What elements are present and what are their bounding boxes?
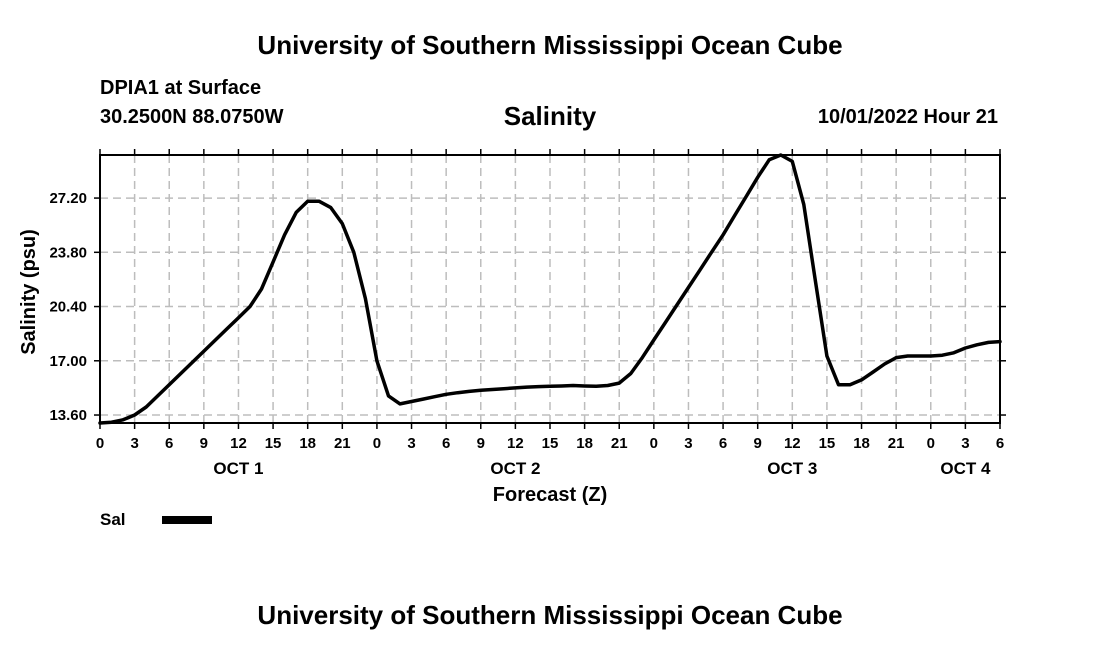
- x-tick-label: 6: [996, 435, 1004, 452]
- forecast-datetime: 10/01/2022 Hour 21: [817, 106, 998, 128]
- series-layer: [98, 153, 1002, 425]
- grid: [100, 155, 1000, 423]
- x-tick-label: 0: [96, 435, 104, 452]
- x-axis-label: Forecast (Z): [493, 484, 607, 506]
- station-coordinates: 30.2500N 88.0750W: [100, 106, 284, 128]
- footer-title: University of Southern Mississippi Ocean…: [257, 600, 843, 630]
- x-tick-label: 12: [507, 435, 524, 452]
- x-tick-label: 6: [442, 435, 450, 452]
- x-tick-label: 21: [611, 435, 628, 452]
- x-tick-label: 0: [373, 435, 381, 452]
- x-tick-label: 15: [542, 435, 559, 452]
- x-tick-label: 0: [650, 435, 658, 452]
- x-tick-label: 3: [961, 435, 969, 452]
- y-tick-label: 17.00: [49, 353, 87, 370]
- y-tick-label: 20.40: [49, 299, 87, 316]
- station-name: DPIA1 at Surface: [100, 77, 262, 99]
- x-tick-label: 15: [265, 435, 282, 452]
- salinity-series-line: [98, 153, 1002, 425]
- x-tick-label: 21: [888, 435, 905, 452]
- x-tick-label: 18: [853, 435, 870, 452]
- x-tick-label: 21: [334, 435, 351, 452]
- x-tick-label: 3: [684, 435, 692, 452]
- y-tick-label: 27.20: [49, 190, 87, 207]
- x-tick-label: 18: [576, 435, 593, 452]
- x-tick-label: 6: [719, 435, 727, 452]
- day-label: OCT 2: [490, 459, 540, 478]
- x-tick-label: 18: [299, 435, 316, 452]
- x-tick-label: 3: [407, 435, 415, 452]
- day-label: OCT 4: [940, 459, 991, 478]
- axes: 0 3 6 9 12 15 18 21 0 3 6 9 12 15 18 21 0 3 6 9 12 15 18 21 0 3 6 1…: [49, 149, 1006, 478]
- x-tick-label: 12: [230, 435, 247, 452]
- y-tick-label: 23.80: [49, 244, 87, 261]
- main-title: University of Southern Mississippi Ocean…: [257, 30, 843, 60]
- day-label: OCT 3: [767, 459, 817, 478]
- day-label: OCT 1: [213, 459, 263, 478]
- x-tick-label: 15: [819, 435, 836, 452]
- chart-title: Salinity: [503, 101, 597, 131]
- y-axis-label: Salinity (psu): [18, 229, 40, 355]
- legend-label: Sal: [100, 510, 126, 529]
- x-tick-label: 12: [784, 435, 801, 452]
- x-tick-label: 0: [927, 435, 935, 452]
- legend: Sal: [100, 510, 212, 529]
- x-tick-label: 9: [200, 435, 208, 452]
- y-tick-label: 13.60: [49, 407, 87, 424]
- x-tick-label: 9: [477, 435, 485, 452]
- x-tick-label: 6: [165, 435, 173, 452]
- x-tick-label: 3: [130, 435, 138, 452]
- x-tick-label: 9: [754, 435, 762, 452]
